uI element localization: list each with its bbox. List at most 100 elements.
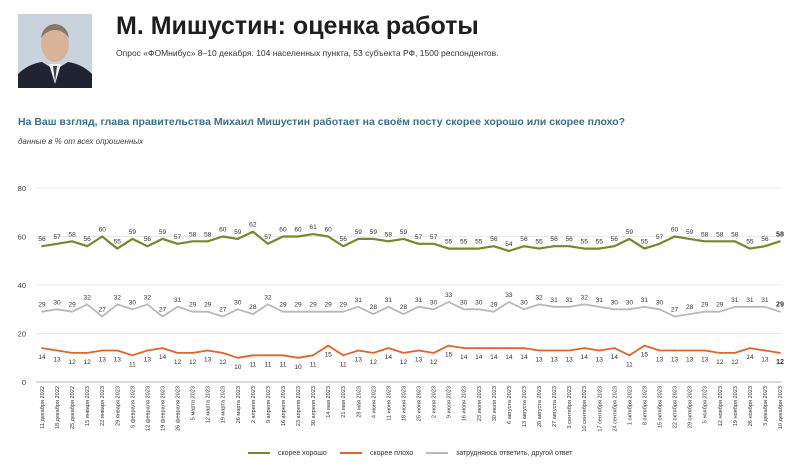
data-label-good: 58 <box>68 231 76 238</box>
x-tick-label: 2 июля 2023 <box>432 386 438 418</box>
data-point-good <box>236 238 239 240</box>
data-label-undecided: 31 <box>641 297 649 304</box>
data-point-undecided <box>101 315 104 318</box>
data-label-good: 60 <box>219 227 227 234</box>
data-label-bad: 14 <box>460 354 468 361</box>
data-point-good <box>673 235 676 238</box>
data-label-undecided: 30 <box>430 299 438 306</box>
x-tick-label: 12 марта 2023 <box>206 386 212 423</box>
legend-item-good: скорее хорошо <box>248 446 327 460</box>
data-point-good <box>447 247 450 250</box>
x-tick-label: 9 апреля 2023 <box>266 386 272 423</box>
data-point-good <box>779 240 781 243</box>
data-label-bad: 12 <box>731 359 739 366</box>
x-tick-label: 4 июня 2023 <box>371 386 377 418</box>
data-point-undecided <box>327 310 330 313</box>
data-label-good: 56 <box>144 236 152 243</box>
data-label-bad: 12 <box>430 359 438 366</box>
data-label-good: 56 <box>38 236 46 243</box>
data-point-undecided <box>297 310 299 313</box>
data-label-bad: 13 <box>415 356 423 363</box>
data-point-good <box>553 245 555 248</box>
data-point-good <box>402 238 405 240</box>
data-point-good <box>251 230 254 233</box>
data-point-bad <box>673 349 676 352</box>
data-point-undecided <box>432 308 435 311</box>
series-line-bad <box>41 344 781 359</box>
data-label-bad: 11 <box>280 361 287 368</box>
data-point-undecided <box>236 308 239 311</box>
data-label-bad: 12 <box>776 357 784 366</box>
data-point-bad <box>523 347 525 349</box>
data-point-undecided <box>342 310 345 313</box>
x-tick-label: 27 августа 2023 <box>552 386 558 427</box>
legend-label-undecided: затрудняюсь ответить, другой ответ <box>456 449 573 457</box>
x-tick-label: 28 мая 2023 <box>356 386 362 418</box>
x-tick-label: 23 апреля 2023 <box>296 386 302 426</box>
data-point-good <box>357 238 360 240</box>
data-label-undecided: 30 <box>611 299 619 306</box>
data-point-undecided <box>447 301 450 303</box>
data-label-undecided: 31 <box>746 297 754 304</box>
data-label-undecided: 32 <box>581 294 589 301</box>
data-label-bad: 13 <box>99 356 107 363</box>
data-label-bad: 12 <box>174 359 182 366</box>
data-point-good <box>613 245 616 248</box>
data-label-bad: 13 <box>114 356 122 363</box>
data-label-bad: 13 <box>565 356 573 363</box>
data-label-bad: 14 <box>611 354 619 361</box>
x-tick-label: 25 декабря 2022 <box>70 386 76 429</box>
data-label-bad: 14 <box>746 354 754 361</box>
data-label-good: 62 <box>249 222 257 229</box>
data-point-bad <box>342 354 345 357</box>
data-point-good <box>733 240 736 243</box>
data-point-undecided <box>568 305 571 308</box>
data-label-good: 57 <box>415 234 423 241</box>
survey-subtitle: Опрос «ФОМнибус» 8–10 декабря. 104 насел… <box>116 48 499 58</box>
data-point-undecided <box>56 308 58 311</box>
data-label-bad: 11 <box>340 361 347 368</box>
data-label-undecided: 28 <box>686 304 694 311</box>
data-label-undecided: 29 <box>776 300 784 309</box>
data-point-bad <box>643 344 646 347</box>
y-tick-label: 60 <box>18 233 26 242</box>
data-label-bad: 13 <box>656 356 664 363</box>
legend-label-bad: скорее плохо <box>370 449 414 457</box>
data-label-bad: 11 <box>310 361 317 368</box>
x-tick-label: 26 марта 2023 <box>236 386 242 423</box>
y-tick-label: 0 <box>22 378 26 387</box>
data-label-bad: 11 <box>626 361 633 368</box>
data-label-undecided: 29 <box>279 302 287 309</box>
data-point-good <box>297 235 299 238</box>
data-point-undecided <box>372 313 375 315</box>
data-point-bad <box>628 354 631 357</box>
data-point-good <box>282 235 284 238</box>
data-point-bad <box>372 352 375 354</box>
data-label-good: 57 <box>430 234 438 241</box>
data-point-bad <box>251 354 254 357</box>
chart-legend: скорее хорошо скорее плохо затрудняюсь о… <box>0 446 800 460</box>
data-label-undecided: 30 <box>475 299 483 306</box>
data-label-good: 55 <box>641 239 649 246</box>
data-point-undecided <box>748 305 751 308</box>
data-point-undecided <box>282 310 284 313</box>
data-label-bad: 13 <box>144 356 152 363</box>
data-label-undecided: 28 <box>370 304 378 311</box>
x-tick-label: 22 января 2023 <box>100 386 106 426</box>
data-label-undecided: 29 <box>38 302 46 309</box>
data-point-good <box>628 238 631 240</box>
data-label-good: 56 <box>520 236 528 243</box>
data-label-undecided: 32 <box>264 294 272 301</box>
data-point-undecided <box>71 310 74 313</box>
data-point-undecided <box>206 310 209 313</box>
data-point-bad <box>583 347 586 349</box>
data-point-undecided <box>523 308 525 311</box>
data-label-undecided: 27 <box>99 307 107 314</box>
data-point-undecided <box>643 305 646 308</box>
data-point-bad <box>312 354 315 357</box>
x-tick-label: 26 ноября 2023 <box>748 386 754 426</box>
data-label-undecided: 31 <box>731 297 739 304</box>
data-point-undecided <box>357 305 360 308</box>
data-label-good: 59 <box>370 229 378 236</box>
data-label-bad: 11 <box>249 361 256 368</box>
